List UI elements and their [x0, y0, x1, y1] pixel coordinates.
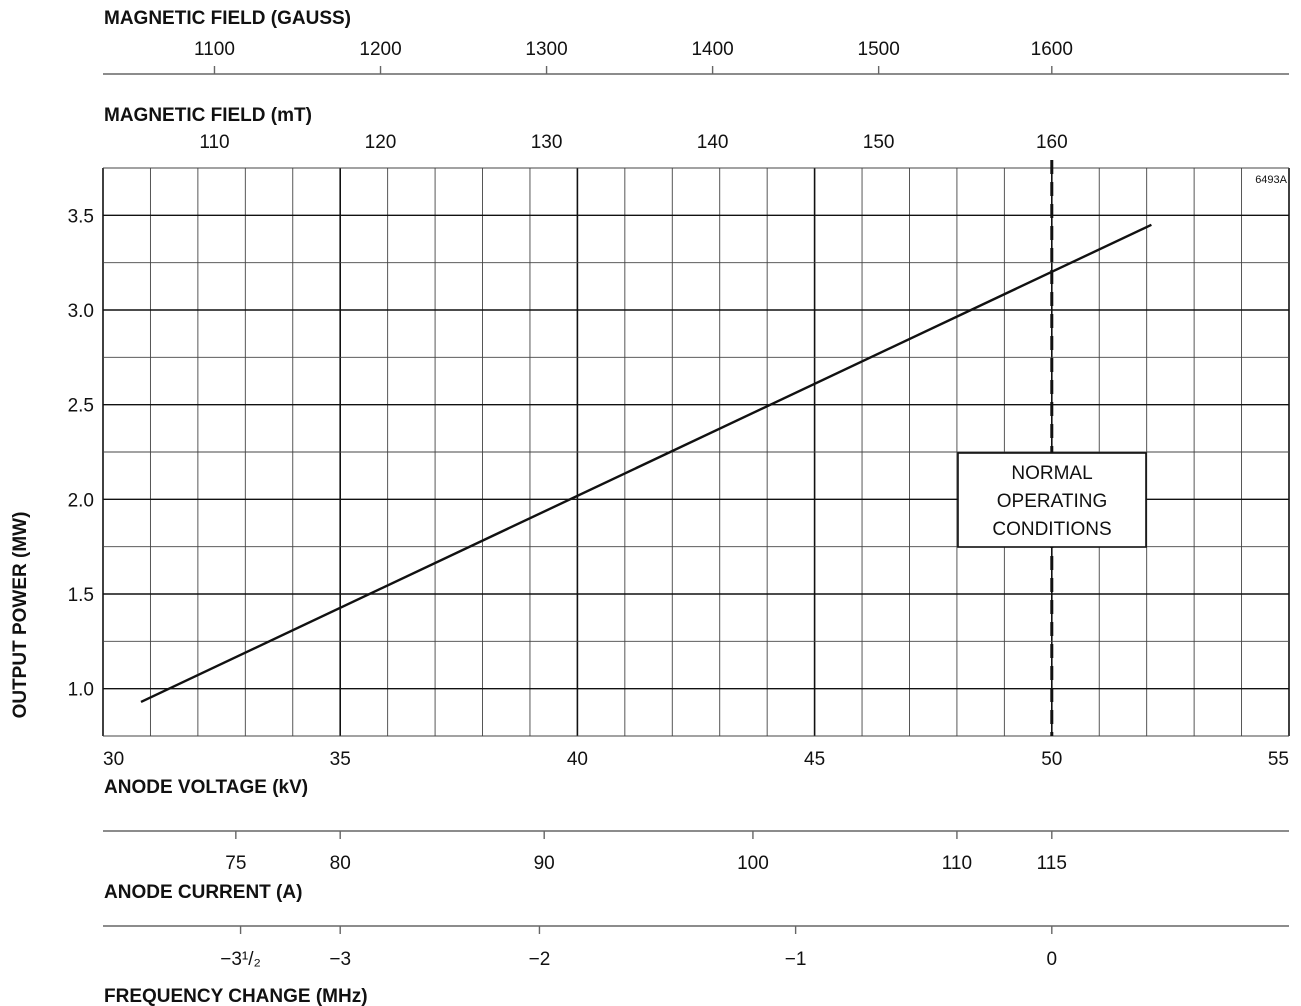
secondary-axis-title: ANODE CURRENT (A) — [104, 882, 302, 903]
secondary-tick-label: 1600 — [1031, 39, 1073, 60]
secondary-tick-label: 1100 — [194, 39, 235, 60]
secondary-axis-title: MAGNETIC FIELD (mT) — [104, 105, 312, 126]
x-tick-label: 35 — [330, 749, 351, 770]
x-tick-label: 50 — [1041, 749, 1062, 770]
secondary-tick-label: 115 — [1037, 853, 1067, 874]
y-tick-label: 1.0 — [68, 680, 94, 701]
secondary-tick-label: 0 — [1047, 949, 1058, 970]
normal-operating-line-2: OPERATING — [997, 491, 1108, 512]
series-line-0 — [140, 223, 1152, 703]
y-tick-label: 2.0 — [68, 490, 94, 511]
secondary-axes: MAGNETIC FIELD (GAUSS)1100 1200 1300 1400 15… — [103, 8, 1289, 1006]
secondary-tick-label: −3¹/₂ — [220, 949, 261, 970]
secondary-tick-label: 1500 — [858, 39, 900, 60]
secondary-axis-title: MAGNETIC FIELD (GAUSS) — [104, 8, 351, 29]
secondary-tick-label: −2 — [529, 949, 551, 970]
secondary-tick-label: −3 — [329, 949, 351, 970]
normal-operating-line-3: CONDITIONS — [992, 519, 1111, 540]
secondary-tick-label: 110 — [199, 132, 229, 153]
figure-code: 6493A — [1255, 174, 1287, 186]
secondary-tick-label: 110 — [942, 853, 972, 874]
normal-operating-box-frame — [957, 452, 1147, 548]
tick-labels: 30 35 40 45 50 55 1.0 1.5 2.0 2.5 3.0 3.5 — [68, 206, 1289, 770]
secondary-tick-label: 160 — [1036, 132, 1068, 153]
secondary-tick-label: 1400 — [691, 39, 733, 60]
x-tick-label: 45 — [804, 749, 825, 770]
x-tick-label: 30 — [103, 749, 124, 770]
y-axis-title: OUTPUT POWER (MW) — [10, 512, 31, 719]
secondary-axis-title: FREQUENCY CHANGE (MHz) — [104, 986, 368, 1006]
x-tick-label: 55 — [1268, 749, 1289, 770]
series-layer — [140, 160, 1152, 736]
secondary-tick-label: 140 — [697, 132, 729, 153]
y-tick-label: 1.5 — [68, 585, 94, 606]
secondary-tick-label: 1300 — [525, 39, 567, 60]
y-tick-label: 2.5 — [68, 396, 94, 417]
secondary-tick-label: 100 — [737, 853, 769, 874]
secondary-tick-label: 75 — [225, 853, 246, 874]
y-tick-label: 3.0 — [68, 301, 94, 322]
x-axis-title: ANODE VOLTAGE (kV) — [104, 777, 308, 798]
secondary-tick-label: 150 — [863, 132, 895, 153]
secondary-tick-label: 120 — [365, 132, 397, 153]
secondary-tick-label: −1 — [785, 949, 807, 970]
grid — [102, 167, 1290, 737]
normal-operating-box: NORMAL OPERATING CONDITIONS — [957, 452, 1147, 548]
x-tick-label: 40 — [567, 749, 588, 770]
normal-operating-line-1: NORMAL — [1011, 463, 1092, 484]
secondary-tick-label: 130 — [531, 132, 563, 153]
secondary-tick-label: 90 — [534, 853, 555, 874]
y-tick-label: 3.5 — [68, 206, 94, 227]
secondary-tick-label: 80 — [330, 853, 351, 874]
secondary-tick-label: 1200 — [359, 39, 401, 60]
